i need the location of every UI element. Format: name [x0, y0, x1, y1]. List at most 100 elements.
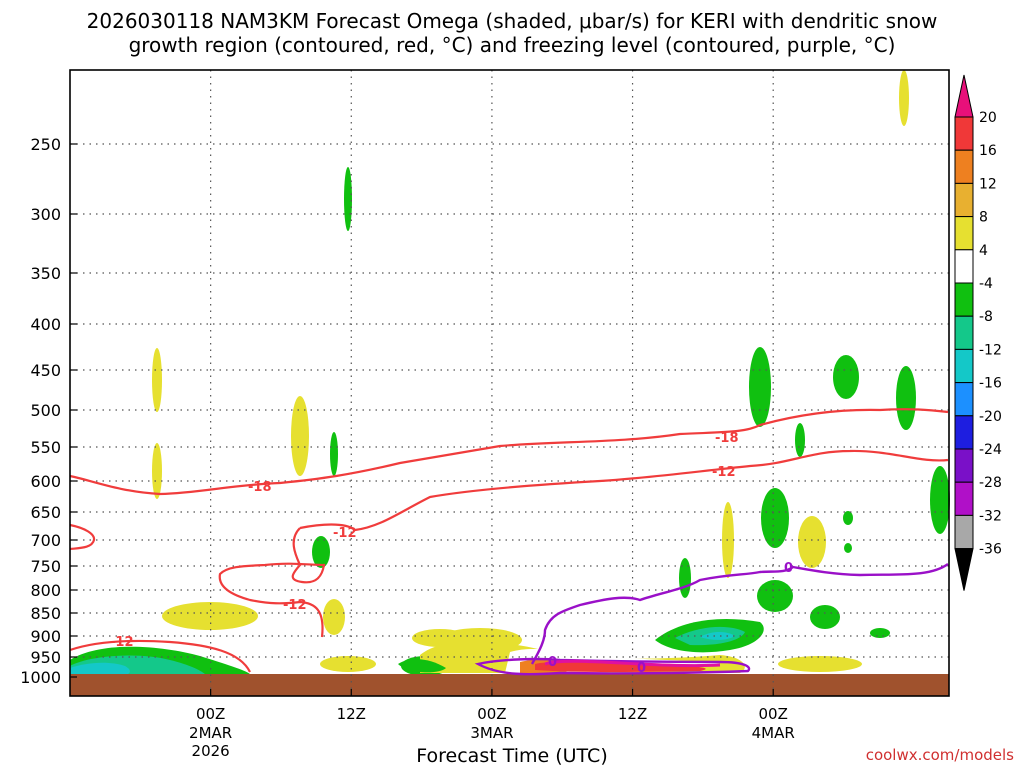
- omega-shade: [930, 466, 950, 534]
- colorbar-label: -12: [979, 342, 1002, 358]
- y-tick-label: 400: [30, 315, 61, 334]
- omega-shade: [795, 423, 805, 457]
- y-tick-label: 300: [30, 205, 61, 224]
- omega-shading-layer: [70, 70, 950, 676]
- omega-shade: [810, 605, 840, 629]
- omega-shade: [162, 602, 258, 630]
- colorbar-label: -20: [979, 409, 1002, 425]
- colorbar-swatch: [954, 348, 974, 384]
- y-tick-label: 500: [30, 401, 61, 420]
- omega-shade: [312, 536, 330, 568]
- y-tick-label: 1000: [20, 668, 61, 687]
- x-axis-title: Forecast Time (UTC): [416, 745, 608, 767]
- colorbar-swatch: [954, 216, 974, 251]
- freezing-contour-layer: [474, 563, 949, 676]
- x-tick-label: 00Z: [759, 705, 788, 723]
- y-tick-label: 250: [30, 135, 61, 154]
- y-tick-label: 950: [30, 648, 61, 667]
- omega-shade: [843, 511, 853, 525]
- omega-shade: [798, 516, 826, 568]
- y-tick-label: 450: [30, 361, 61, 380]
- colorbar-label: 4: [979, 243, 988, 259]
- x-tick-sublabel: 3MAR: [470, 724, 513, 742]
- contour-label: -12: [110, 635, 134, 650]
- contour-minus18-line: [69, 408, 949, 496]
- colorbar-swatch: [954, 116, 974, 151]
- omega-shade: [778, 656, 862, 672]
- contour-label: 0: [637, 661, 646, 676]
- omega-shade: [398, 659, 446, 673]
- x-tick-label: 12Z: [618, 705, 647, 723]
- chart-title-line-2: growth region (contoured, red, °C) and f…: [128, 33, 896, 57]
- contour-label: -18: [715, 431, 739, 446]
- grid-layer: [70, 70, 949, 696]
- colorbar-label: -36: [979, 542, 1002, 558]
- colorbar-label: 12: [979, 176, 997, 192]
- omega-shade: [722, 502, 734, 578]
- colorbar-swatch: [954, 514, 974, 550]
- colorbar-label: -28: [979, 475, 1002, 491]
- colorbar-swatch: [954, 149, 974, 184]
- omega-shade: [152, 443, 162, 499]
- omega-shade: [291, 396, 309, 476]
- contour-label: -12: [712, 465, 736, 480]
- y-tick-label: 700: [30, 531, 61, 550]
- colorbar-label: -4: [979, 276, 993, 292]
- omega-shade: [844, 543, 852, 553]
- omega-shade: [761, 488, 789, 548]
- omega-shade: [320, 656, 376, 672]
- omega-shade: [330, 432, 338, 476]
- y-tick-label: 350: [30, 264, 61, 283]
- x-tick-sublabel: 2MAR: [189, 724, 232, 742]
- contour-minus12-bottom: [69, 639, 251, 673]
- x-tick-label: 00Z: [477, 705, 506, 723]
- x-tick-sublabel: 4MAR: [752, 724, 795, 742]
- colorbar-swatch: [954, 282, 974, 317]
- contour-label: 0: [548, 655, 557, 670]
- omega-shade: [700, 632, 735, 640]
- y-tick-label: 600: [30, 472, 61, 491]
- colorbar-swatch: [954, 249, 974, 284]
- omega-shade: [870, 628, 890, 638]
- dendritic-contour-layer: [69, 408, 949, 673]
- contour-minus12-line: [299, 449, 949, 532]
- ground-surface: [70, 674, 949, 696]
- y-tick-label: 850: [30, 604, 61, 623]
- colorbar-label: 8: [979, 210, 988, 226]
- colorbar-label: 20: [979, 110, 997, 126]
- colorbar-swatch: [954, 481, 974, 516]
- colorbar-swatch: [954, 415, 974, 450]
- colorbar-label: -24: [979, 442, 1002, 458]
- omega-shade: [323, 599, 345, 635]
- omega-shade: [899, 70, 909, 126]
- contour-label: 0: [784, 561, 793, 576]
- y-axis: 250 300 350 400 450 500 550 600 650 700 750 800 850 9…: [20, 135, 77, 687]
- colorbar-label: -32: [979, 508, 1002, 524]
- contour-zero-line: [530, 563, 949, 665]
- contour-label: -18: [248, 480, 272, 495]
- x-tick-label: 00Z: [196, 705, 225, 723]
- omega-shade: [749, 347, 771, 427]
- omega-shade: [757, 580, 793, 612]
- omega-shade: [679, 558, 691, 598]
- omega-shade: [152, 348, 162, 412]
- omega-shade: [896, 366, 916, 430]
- colorbar-swatch: [954, 548, 974, 591]
- colorbar-swatch: [954, 448, 974, 483]
- colorbar-label: -16: [979, 376, 1002, 392]
- omega-shade: [535, 662, 706, 672]
- y-tick-label: 900: [30, 627, 61, 646]
- omega-colorbar: 20 16 12 8 4 -4 -8 -12 -16 -20 -24 -28 -32 -36: [954, 74, 1002, 591]
- contour-zero-core: [544, 659, 721, 668]
- colorbar-label: 16: [979, 143, 997, 159]
- y-tick-label: 650: [30, 503, 61, 522]
- colorbar-swatch: [954, 182, 974, 218]
- plot-frame: [69, 69, 950, 697]
- colorbar-swatch: [954, 382, 974, 417]
- x-tick-sublabel: 2026: [192, 742, 230, 760]
- y-tick-label: 550: [30, 438, 61, 457]
- contour-zero-surface: [474, 657, 751, 676]
- contour-label: -12: [333, 526, 357, 541]
